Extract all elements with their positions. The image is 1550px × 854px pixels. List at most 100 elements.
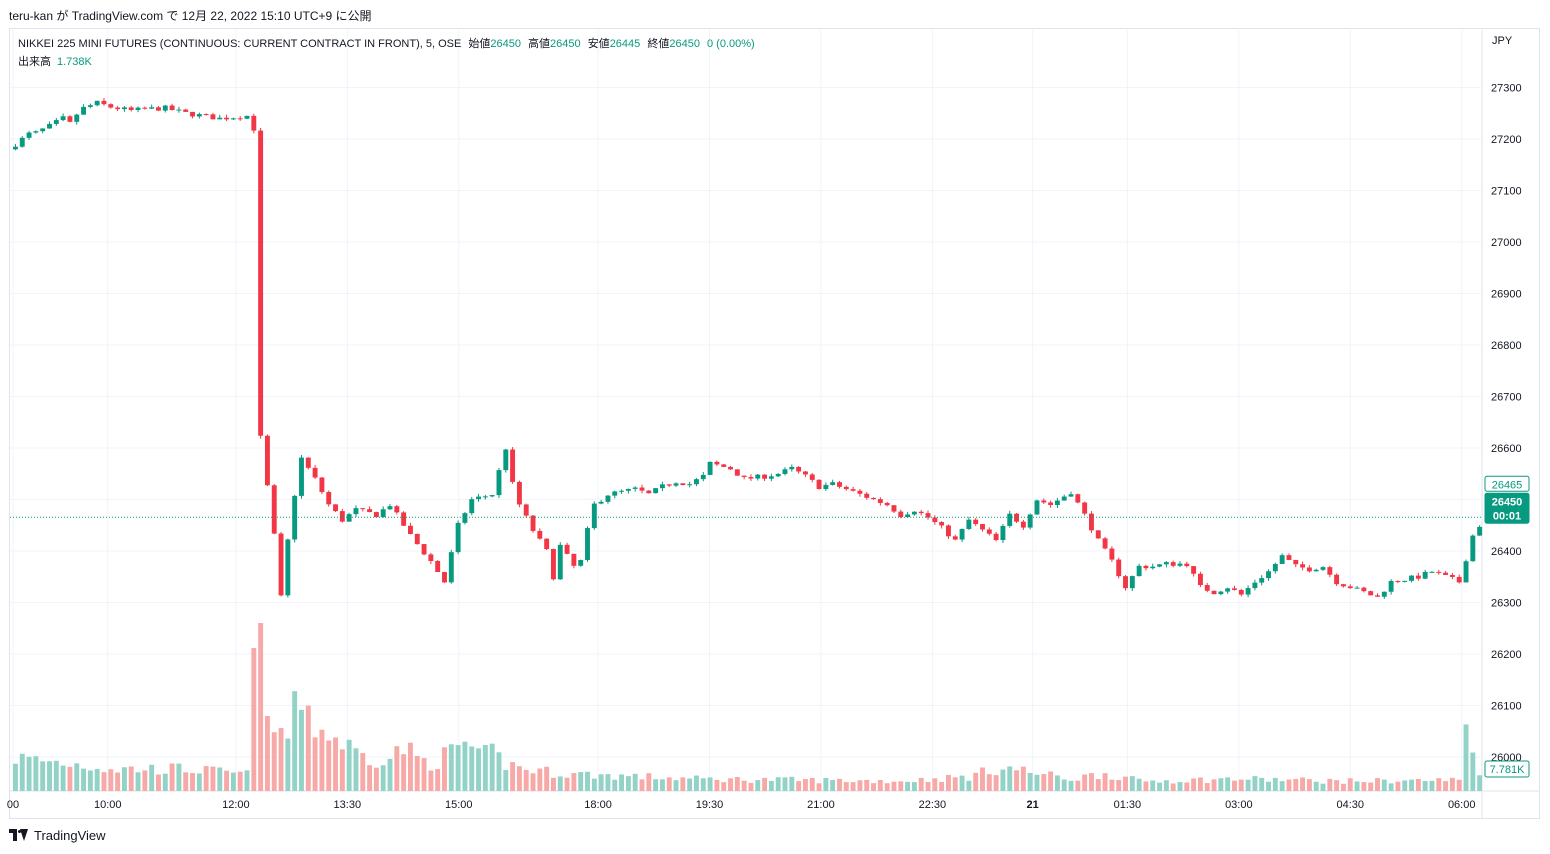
candle-body — [605, 495, 611, 502]
price-tick-label: 26800 — [1491, 340, 1522, 352]
candle-body — [1000, 525, 1006, 541]
time-tick-label: 06:00 — [1448, 799, 1476, 811]
volume-bar — [1014, 770, 1020, 791]
currency-label[interactable]: JPY — [1492, 35, 1513, 47]
volume-bar — [387, 758, 393, 791]
grid — [10, 30, 1540, 819]
volume-bar — [796, 781, 802, 791]
volume-bar — [612, 779, 618, 791]
candle-body — [1443, 572, 1449, 575]
last-price-label-bg — [1484, 492, 1530, 524]
candle-body — [489, 495, 495, 497]
volume-bar — [1320, 783, 1326, 791]
candle-body — [1068, 494, 1074, 497]
candle-body — [183, 109, 189, 112]
volume-bar — [1272, 777, 1278, 791]
price-tick-label: 26300 — [1491, 598, 1522, 610]
tradingview-footer[interactable]: TradingView — [9, 828, 106, 843]
candle-body — [1109, 548, 1115, 560]
volume-bar — [557, 776, 563, 791]
candle-body — [1191, 566, 1197, 574]
volume-bar — [271, 732, 277, 791]
volume-bar — [496, 752, 502, 791]
candle-body — [203, 114, 209, 116]
volume-bar — [319, 729, 325, 791]
candle-body — [741, 475, 747, 477]
volume-bar — [877, 780, 883, 791]
volume-bar — [823, 778, 829, 791]
time-tick-label: 15:00 — [445, 799, 473, 811]
volume-bar — [128, 766, 134, 791]
candle-body — [687, 484, 693, 486]
volume-bar — [1041, 774, 1047, 791]
candle-body — [1470, 535, 1476, 562]
candle-body — [1095, 530, 1101, 539]
candle-body — [305, 457, 311, 468]
volume-bar — [973, 772, 979, 791]
candle-body — [1136, 565, 1142, 577]
volume-price-label-text: 7.781K — [1490, 764, 1526, 776]
candle-body — [966, 519, 972, 529]
volume-bar — [891, 781, 897, 791]
volume-bar — [1020, 766, 1026, 791]
candle-body — [387, 506, 393, 510]
candle-body — [442, 572, 447, 583]
volume-bar — [428, 770, 434, 791]
candle-body — [707, 461, 713, 475]
candle-body — [1163, 562, 1169, 565]
time-tick-label: 04:30 — [1337, 799, 1365, 811]
candle-body — [1020, 521, 1026, 528]
candle-body — [714, 461, 720, 465]
volume-bar — [407, 742, 413, 791]
volume-bar — [237, 771, 243, 791]
last-price-label-text: 00:01 — [1493, 510, 1521, 522]
candle-body — [339, 511, 345, 522]
candle-body — [1218, 591, 1224, 595]
candle-body — [1177, 563, 1183, 566]
candle-body — [1368, 591, 1374, 596]
candle-body — [1347, 586, 1353, 589]
candle-body — [455, 522, 461, 553]
candle-body — [1034, 500, 1040, 515]
candle-body — [544, 538, 550, 550]
candle-body — [333, 504, 338, 512]
candle-body — [864, 493, 870, 498]
volume-bar — [121, 767, 127, 791]
volume-bar — [653, 779, 659, 791]
candle-body — [993, 533, 999, 541]
candle-body — [734, 469, 740, 476]
volume-bar — [1238, 779, 1244, 791]
candle-body — [843, 486, 849, 490]
candle-body — [1116, 559, 1122, 577]
candle-body — [632, 487, 638, 489]
volume-bar — [1116, 780, 1122, 791]
candle-body — [1082, 502, 1088, 514]
volume-bar — [162, 773, 168, 791]
volume-bar — [1361, 782, 1367, 791]
volume-bar — [537, 768, 543, 791]
candle-body — [1102, 538, 1108, 549]
volume-bar — [1109, 779, 1115, 791]
candle-body — [1293, 559, 1299, 565]
candle-body — [156, 107, 161, 111]
volume-bar — [741, 780, 747, 791]
low-value: 26445 — [609, 38, 641, 50]
volume-bar — [1313, 781, 1319, 791]
candles — [13, 97, 1483, 599]
volume-bar — [945, 774, 951, 791]
price-tick-label: 26100 — [1491, 701, 1522, 713]
volume-bar — [782, 777, 788, 791]
candle-body — [101, 100, 107, 105]
volume-bar — [108, 769, 114, 791]
candle-body — [285, 539, 291, 596]
volume-bar — [401, 754, 407, 791]
candle-body — [564, 544, 570, 554]
candle-body — [401, 512, 407, 526]
volume-bar — [40, 761, 46, 791]
volume-bar — [47, 761, 52, 791]
volume-bar — [1150, 780, 1156, 791]
candle-body — [986, 529, 992, 534]
time-tick-label: 21:00 — [807, 799, 835, 811]
high-label: 高値 — [528, 38, 551, 50]
